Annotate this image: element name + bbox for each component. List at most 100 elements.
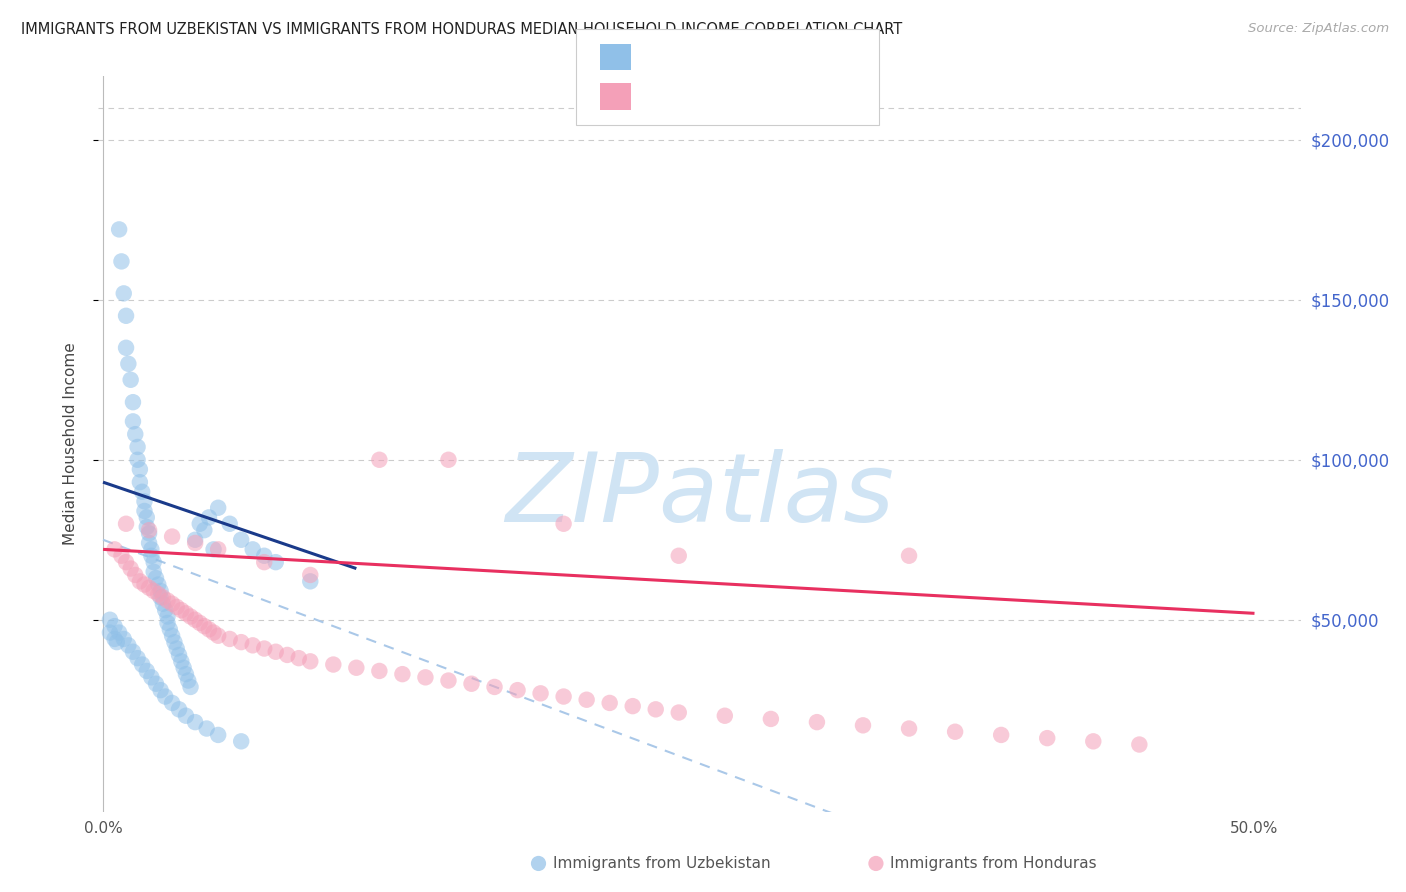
Point	[276, 648, 298, 662]
Point	[231, 734, 253, 748]
Point	[287, 651, 309, 665]
Point	[115, 516, 138, 531]
Point	[344, 661, 367, 675]
Point	[865, 856, 887, 871]
Point	[108, 222, 131, 236]
Point	[128, 574, 150, 589]
Point	[115, 555, 138, 569]
Point	[207, 542, 229, 557]
Point	[120, 373, 142, 387]
Point	[170, 603, 193, 617]
Point	[553, 516, 575, 531]
Point	[122, 414, 145, 428]
Point	[138, 526, 160, 541]
Point	[170, 654, 193, 668]
Point	[943, 724, 966, 739]
Point	[231, 635, 253, 649]
Point	[115, 341, 138, 355]
Point	[112, 632, 135, 646]
Point	[103, 619, 125, 633]
Point	[115, 309, 138, 323]
Point	[202, 542, 225, 557]
Point	[180, 609, 202, 624]
Point	[1083, 734, 1105, 748]
Text: N =: N =	[747, 48, 783, 66]
Point	[166, 641, 188, 656]
Text: Immigrants from Uzbekistan: Immigrants from Uzbekistan	[553, 856, 770, 871]
Point	[127, 651, 149, 665]
Text: 69: 69	[782, 87, 804, 105]
Point	[142, 565, 165, 579]
Point	[128, 462, 150, 476]
Point	[806, 715, 828, 730]
Point	[299, 654, 322, 668]
Point	[198, 623, 221, 637]
Point	[484, 680, 506, 694]
Point	[264, 645, 287, 659]
Point	[159, 623, 181, 637]
Point	[990, 728, 1012, 742]
Point	[135, 520, 157, 534]
Point	[759, 712, 782, 726]
Point	[122, 395, 145, 409]
Point	[322, 657, 344, 672]
Point	[173, 661, 195, 675]
Point	[127, 440, 149, 454]
Point	[127, 452, 149, 467]
Point	[167, 648, 190, 662]
Point	[103, 542, 125, 557]
Point	[621, 699, 644, 714]
Point	[98, 625, 121, 640]
Point	[134, 504, 156, 518]
Point	[163, 635, 186, 649]
Point	[207, 500, 229, 515]
Point	[166, 599, 188, 614]
Point	[253, 641, 276, 656]
Point	[124, 568, 146, 582]
Point	[218, 632, 240, 646]
Point	[145, 571, 167, 585]
Point	[155, 603, 177, 617]
Point	[299, 574, 322, 589]
Point	[253, 549, 276, 563]
Point	[195, 722, 218, 736]
Text: -0.163: -0.163	[678, 48, 737, 66]
Point	[98, 613, 121, 627]
Point	[156, 609, 179, 624]
Point	[184, 533, 207, 547]
Point	[415, 670, 437, 684]
Point	[149, 683, 172, 698]
Point	[135, 664, 157, 678]
Point	[193, 523, 215, 537]
Point	[148, 577, 170, 591]
Text: Immigrants from Honduras: Immigrants from Honduras	[890, 856, 1097, 871]
Point	[188, 615, 211, 630]
Point	[138, 523, 160, 537]
Point	[142, 584, 165, 599]
Point	[218, 516, 240, 531]
Point	[131, 657, 153, 672]
Point	[437, 452, 460, 467]
Point	[644, 702, 666, 716]
Point	[152, 597, 174, 611]
Point	[124, 427, 146, 442]
Point	[160, 530, 183, 544]
Point	[668, 706, 690, 720]
Point	[128, 475, 150, 490]
Point	[506, 683, 529, 698]
Point	[668, 549, 690, 563]
Point	[437, 673, 460, 688]
Point	[198, 510, 221, 524]
Y-axis label: Median Household Income: Median Household Income	[63, 343, 77, 545]
Text: R =: R =	[643, 48, 679, 66]
Point	[135, 510, 157, 524]
Point	[599, 696, 621, 710]
Point	[134, 577, 156, 591]
Point	[108, 625, 131, 640]
Text: Source: ZipAtlas.com: Source: ZipAtlas.com	[1249, 22, 1389, 36]
Point	[117, 357, 139, 371]
Text: ZIPatlas: ZIPatlas	[505, 449, 894, 541]
Point	[242, 542, 264, 557]
Point	[134, 494, 156, 508]
Point	[141, 542, 163, 557]
